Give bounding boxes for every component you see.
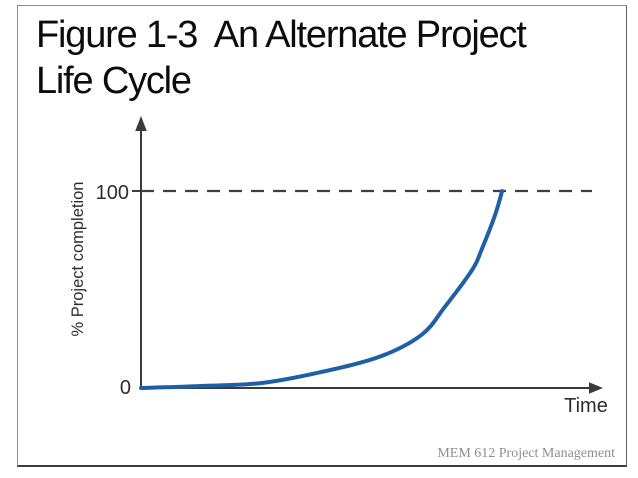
- slide-title-line1: Figure 1-3 An Alternate Project: [36, 14, 527, 56]
- y-tick-label-100: 100: [96, 182, 129, 204]
- slide-border: [17, 5, 627, 467]
- y-axis-label: % Project completion: [69, 182, 87, 337]
- completion-curve: [139, 189, 505, 390]
- x-axis-label: Time: [564, 395, 608, 417]
- y-axis-arrowhead-icon: [135, 116, 147, 131]
- y-tick-label-0: 0: [120, 377, 131, 399]
- slide-title-line2: Life Cycle: [36, 60, 192, 102]
- footer-text: MEM 612 Project Management: [437, 446, 615, 461]
- slide-title: Figure 1-3 An Alternate Project Life Cyc…: [36, 12, 611, 104]
- x-axis-arrowhead-icon: [589, 382, 603, 394]
